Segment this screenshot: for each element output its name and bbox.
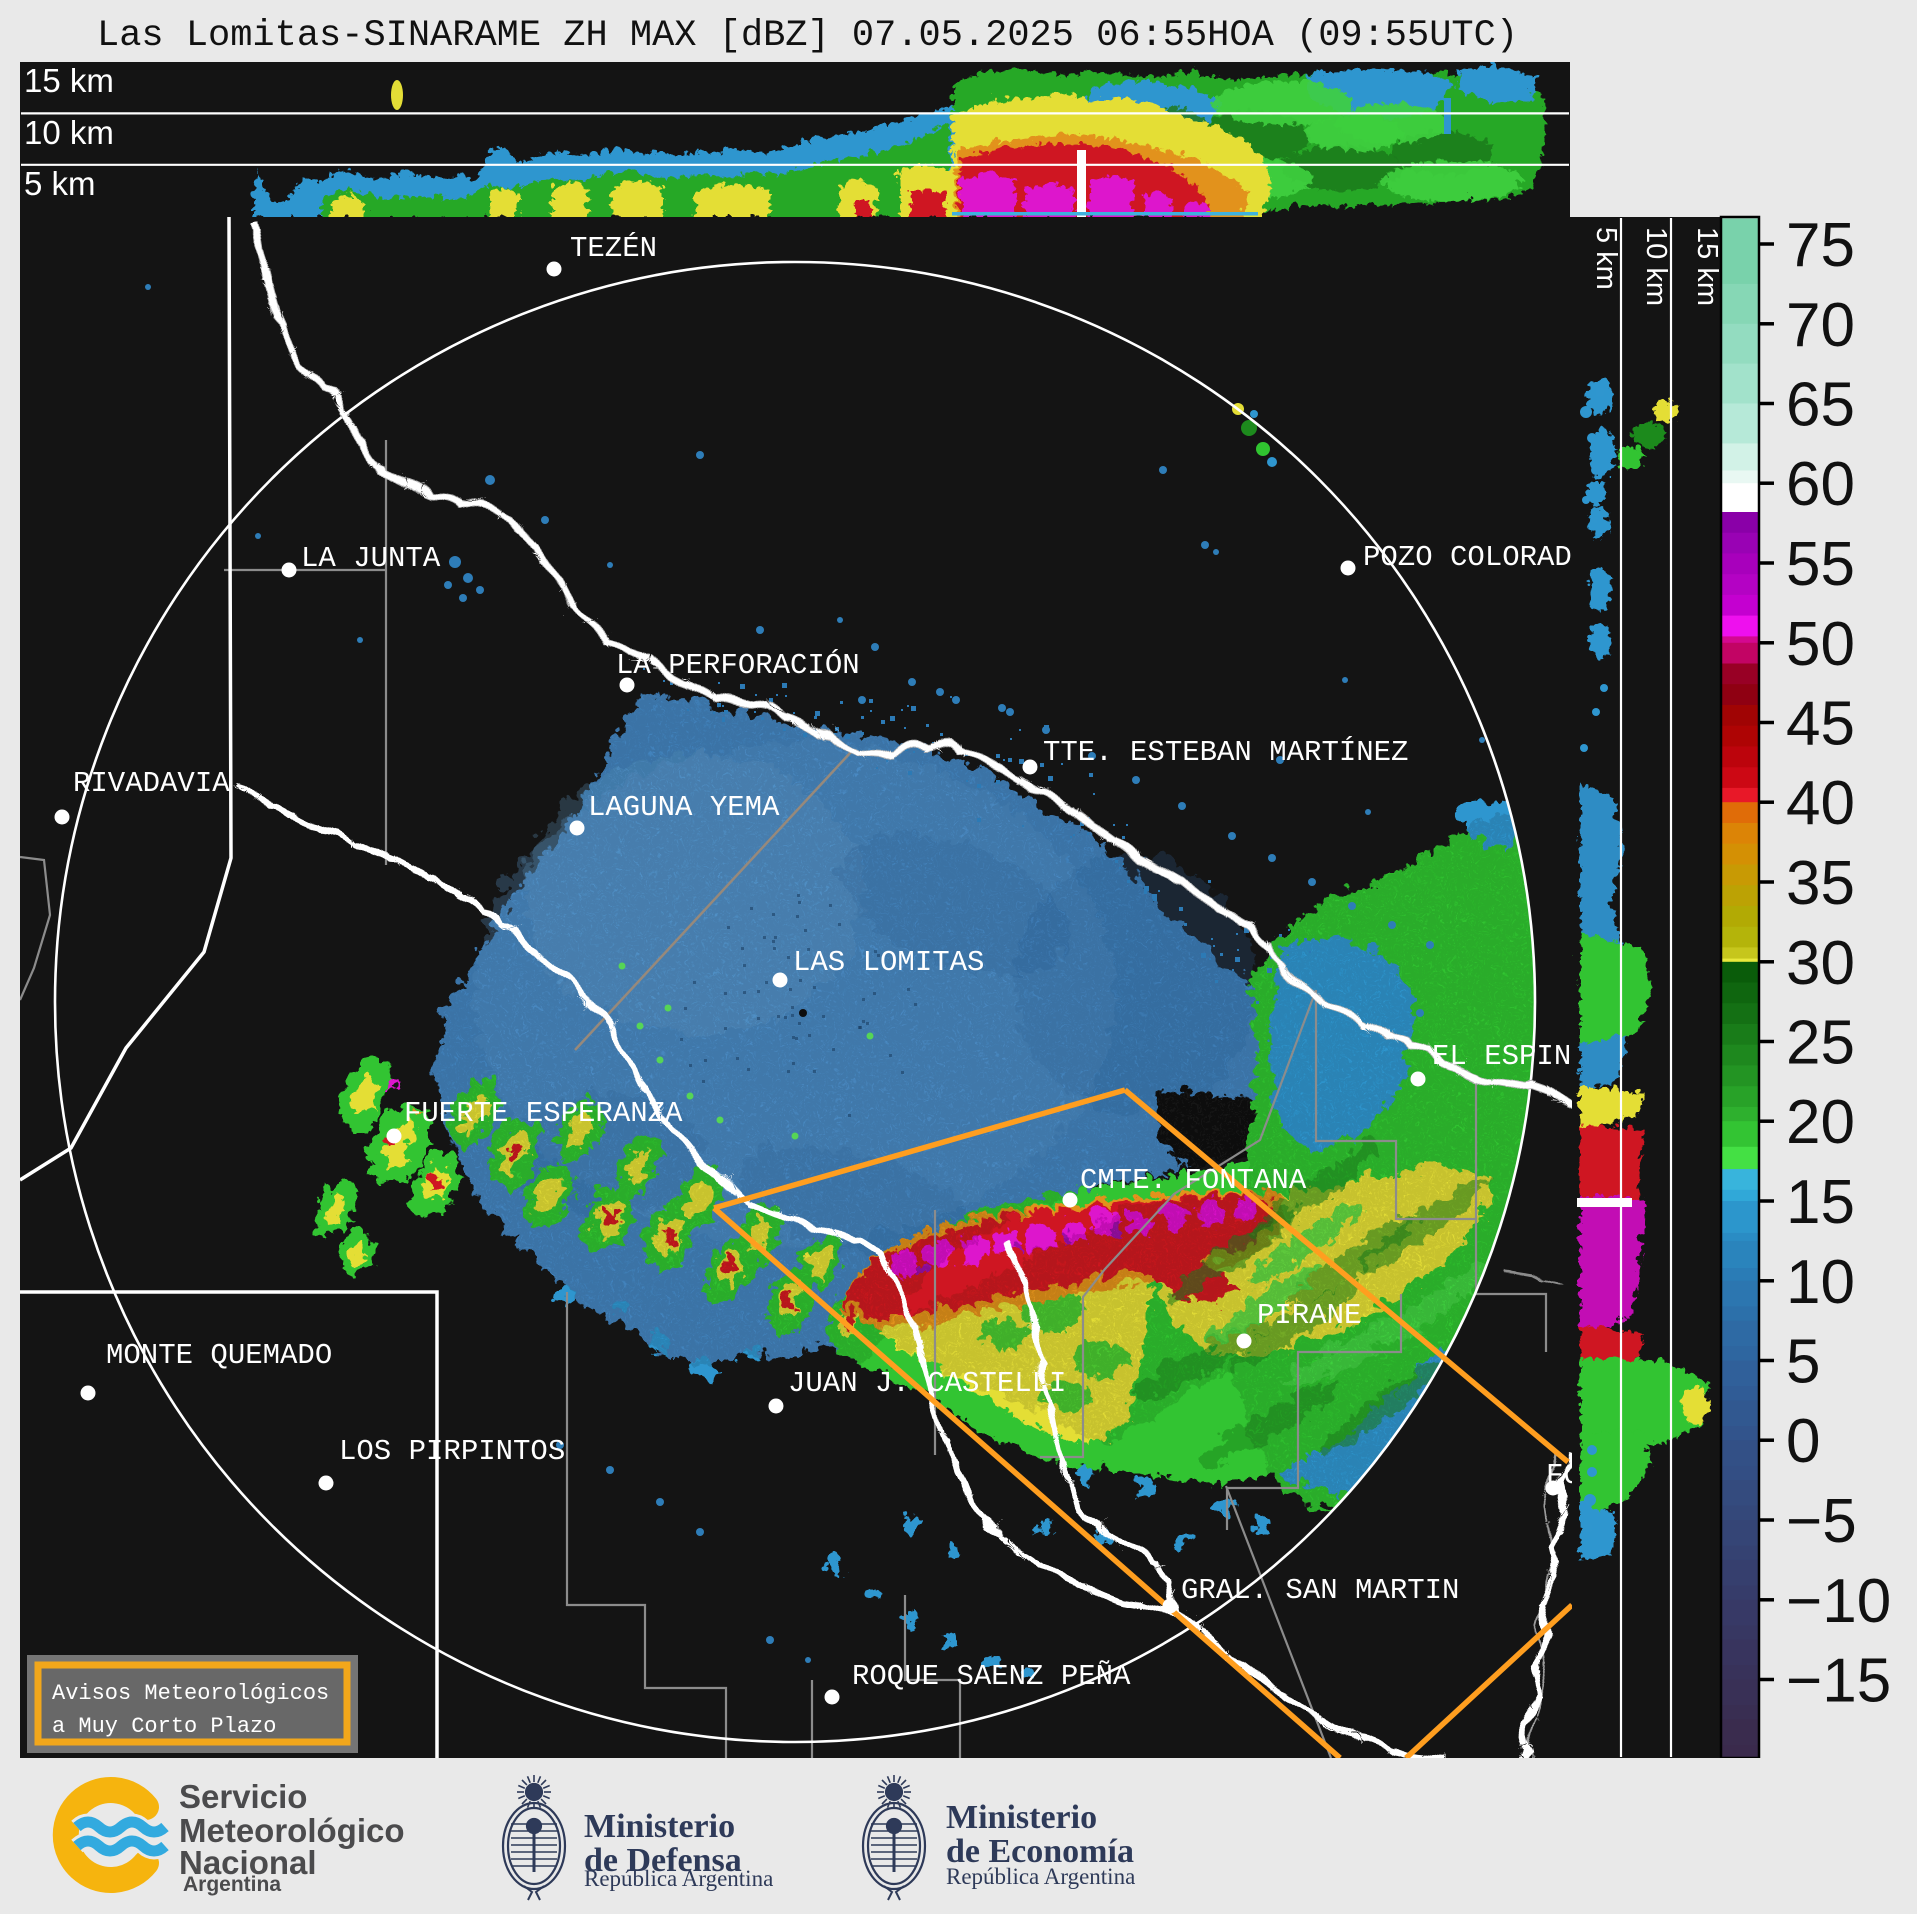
svg-text:30: 30 xyxy=(1786,929,1855,998)
svg-text:−5: −5 xyxy=(1786,1487,1857,1556)
svg-text:60: 60 xyxy=(1786,450,1855,519)
svg-text:5 km: 5 km xyxy=(1590,227,1622,290)
svg-text:LAGUNA YEMA: LAGUNA YEMA xyxy=(588,791,780,824)
svg-text:65: 65 xyxy=(1786,371,1855,440)
svg-text:10: 10 xyxy=(1786,1248,1855,1317)
svg-text:Ministerio: Ministerio xyxy=(946,1799,1097,1836)
svg-text:ROQUE SAENZ PEÑA: ROQUE SAENZ PEÑA xyxy=(852,1659,1131,1693)
svg-text:55: 55 xyxy=(1786,530,1855,599)
svg-text:Ministerio: Ministerio xyxy=(584,1808,735,1845)
svg-text:República Argentina: República Argentina xyxy=(946,1864,1135,1889)
svg-text:PIRANE: PIRANE xyxy=(1257,1299,1361,1332)
svg-text:−15: −15 xyxy=(1786,1647,1891,1716)
svg-text:15 km: 15 km xyxy=(24,62,114,99)
svg-text:de Economía: de Economía xyxy=(946,1833,1134,1870)
svg-text:JUAN J. CASTELLI: JUAN J. CASTELLI xyxy=(788,1367,1066,1400)
svg-text:5 km: 5 km xyxy=(24,165,96,202)
svg-text:5: 5 xyxy=(1786,1328,1820,1397)
svg-text:25: 25 xyxy=(1786,1009,1855,1078)
svg-text:FUERTE ESPERANZA: FUERTE ESPERANZA xyxy=(404,1097,683,1130)
svg-text:Servicio: Servicio xyxy=(179,1778,307,1815)
svg-text:Nacional: Nacional xyxy=(179,1844,317,1881)
svg-text:−10: −10 xyxy=(1786,1567,1891,1636)
svg-text:40: 40 xyxy=(1786,769,1855,838)
svg-text:20: 20 xyxy=(1786,1088,1855,1157)
svg-text:LOS PIRPINTOS: LOS PIRPINTOS xyxy=(339,1435,565,1468)
svg-text:70: 70 xyxy=(1786,291,1855,360)
svg-text:45: 45 xyxy=(1786,690,1855,759)
svg-text:CMTE. FONTANA: CMTE. FONTANA xyxy=(1080,1164,1307,1197)
svg-text:LAS LOMITAS: LAS LOMITAS xyxy=(793,946,984,979)
svg-text:GRAL. SAN MARTIN: GRAL. SAN MARTIN xyxy=(1181,1574,1459,1607)
svg-text:POZO COLORADO: POZO COLORADO xyxy=(1363,541,1589,574)
svg-text:75: 75 xyxy=(1786,211,1855,280)
svg-text:de Defensa: de Defensa xyxy=(584,1842,742,1879)
svg-text:Las Lomitas-SINARAME ZH MAX [d: Las Lomitas-SINARAME ZH MAX [dBZ] 07.05.… xyxy=(97,15,1518,57)
svg-text:50: 50 xyxy=(1786,610,1855,679)
svg-text:a Muy Corto Plazo: a Muy Corto Plazo xyxy=(52,1714,276,1739)
svg-text:15 km: 15 km xyxy=(1691,227,1723,306)
svg-text:Argentina: Argentina xyxy=(183,1873,281,1896)
svg-text:10 km: 10 km xyxy=(1640,227,1672,306)
svg-text:EL ESPINILLO: EL ESPINILLO xyxy=(1432,1040,1641,1073)
svg-text:TEZÉN: TEZÉN xyxy=(570,231,657,265)
svg-text:0: 0 xyxy=(1786,1407,1820,1476)
svg-text:LA PERFORACIÓN: LA PERFORACIÓN xyxy=(616,648,860,682)
svg-text:35: 35 xyxy=(1786,849,1855,918)
svg-text:TTE. ESTEBAN MARTÍNEZ: TTE. ESTEBAN MARTÍNEZ xyxy=(1043,735,1408,769)
svg-text:10 km: 10 km xyxy=(24,114,114,151)
svg-text:RIVADAVIA: RIVADAVIA xyxy=(73,767,230,800)
svg-text:MONTE QUEMADO: MONTE QUEMADO xyxy=(106,1339,332,1372)
svg-text:Meteorológico: Meteorológico xyxy=(179,1812,405,1849)
svg-text:Avisos Meteorológicos: Avisos Meteorológicos xyxy=(52,1681,329,1706)
svg-text:LA JUNTA: LA JUNTA xyxy=(301,542,441,575)
svg-text:15: 15 xyxy=(1786,1168,1855,1237)
svg-text:República Argentina: República Argentina xyxy=(584,1866,773,1891)
